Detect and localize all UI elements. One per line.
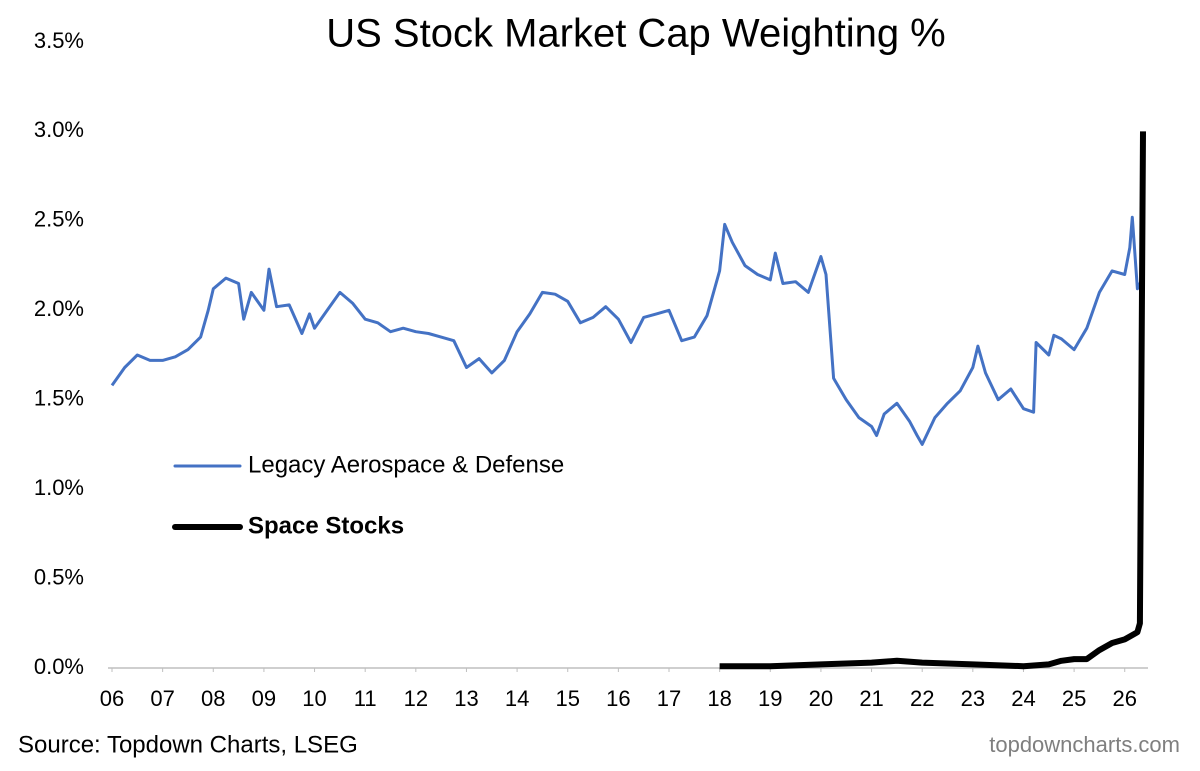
x-tick-label: 13 [454, 686, 478, 711]
legend-label: Space Stocks [248, 512, 404, 539]
x-tick-label: 08 [201, 686, 225, 711]
series-line [719, 131, 1146, 670]
y-tick-label: 2.5% [34, 207, 84, 232]
legend-label: Legacy Aerospace & Defense [248, 451, 564, 478]
x-tick-label: 21 [859, 686, 883, 711]
x-tick-label: 16 [606, 686, 630, 711]
y-tick-label: 2.0% [34, 296, 84, 321]
x-tick-label: 17 [657, 686, 681, 711]
x-tick-label: 23 [961, 686, 985, 711]
y-tick-label: 3.0% [34, 117, 84, 142]
x-tick-label: 09 [252, 686, 276, 711]
series-line [110, 215, 1144, 446]
y-tick-label: 0.0% [34, 654, 84, 679]
x-tick-label: 10 [302, 686, 326, 711]
watermark: topdowncharts.com [989, 732, 1180, 757]
x-tick-label: 11 [354, 686, 377, 711]
source-note: Source: Topdown Charts, LSEG [18, 731, 358, 758]
x-tick-label: 26 [1113, 686, 1137, 711]
x-tick-label: 18 [707, 686, 731, 711]
x-tick-label: 12 [404, 686, 428, 711]
x-tick-label: 07 [150, 686, 174, 711]
x-tick-label: 19 [758, 686, 782, 711]
y-tick-label: 1.0% [34, 475, 84, 500]
x-tick-label: 24 [1011, 686, 1035, 711]
chart-title: US Stock Market Cap Weighting % [326, 12, 946, 56]
y-tick-label: 0.5% [34, 564, 84, 589]
x-tick-label: 20 [809, 686, 833, 711]
y-tick-label: 1.5% [34, 386, 84, 411]
y-tick-label: 3.5% [34, 28, 84, 53]
x-tick-label: 22 [910, 686, 934, 711]
x-tick-label: 14 [505, 686, 529, 711]
x-tick-label: 25 [1062, 686, 1086, 711]
x-tick-label: 15 [555, 686, 579, 711]
x-tick-label: 06 [100, 686, 124, 711]
